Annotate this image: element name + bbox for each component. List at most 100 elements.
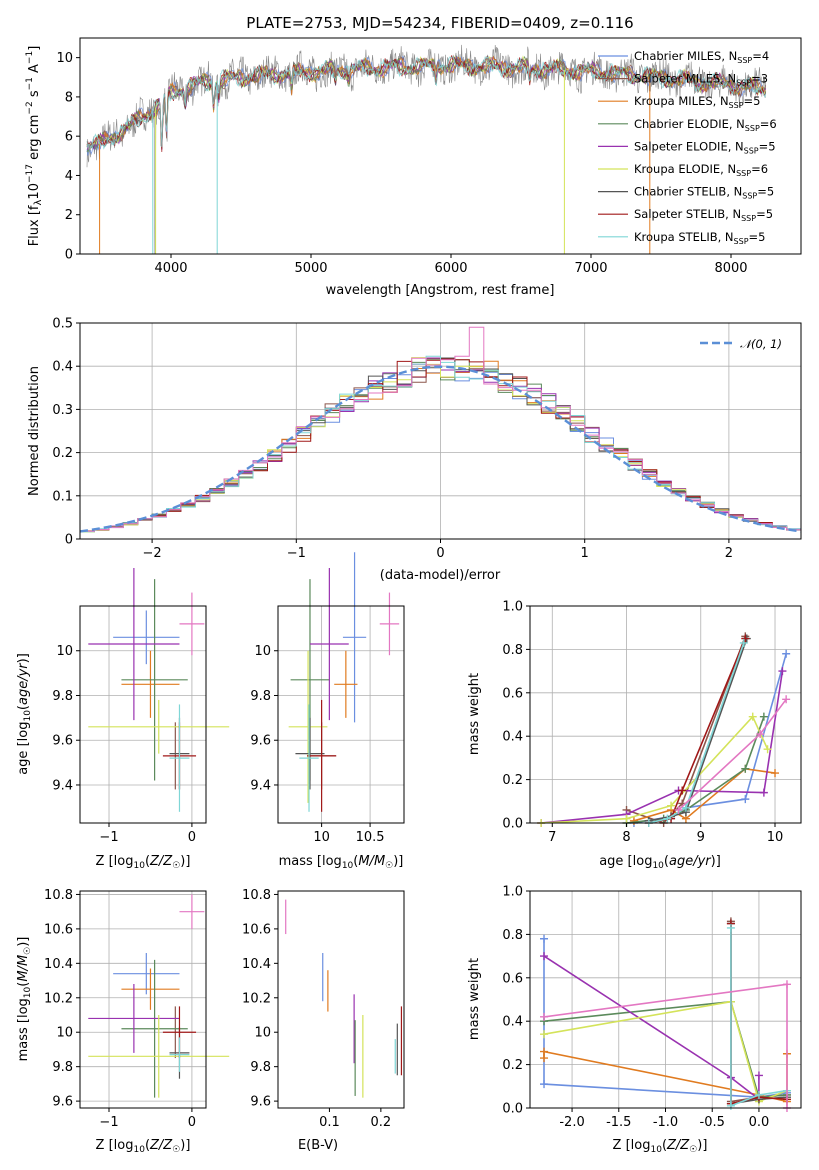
weight-marker-kroupa_stelib <box>726 923 735 932</box>
y-tick-label: 9.8 <box>250 1060 271 1075</box>
y-tick-label: 0.6 <box>502 686 523 701</box>
weight-line-salpeter_miles <box>626 636 747 824</box>
legend-entry-salpeter_stelib: Salpeter STELIB, NSSP=5 <box>634 207 773 223</box>
weight-marker-kroupa_stelib <box>739 638 748 647</box>
ebv-vs-mass-panel: E(B-V) 0.1 0.2 9.6 9.8 10 10.2 10.4 10.6 10.8 <box>242 888 405 1153</box>
x-tick-label: 7 <box>548 830 556 845</box>
residuals-ylabel: Normed distribution <box>27 366 42 496</box>
age-vs-weight-panel: age [log10(age/yr)] mass weight 7 8 9 10 0.0… <box>467 600 802 871</box>
y-tick-label: 10.2 <box>242 991 271 1006</box>
y-tick-label: 9.6 <box>250 1095 271 1110</box>
x-tick-label: -0.5 <box>700 1115 725 1130</box>
y-tick-label: 10.4 <box>44 957 73 972</box>
axes-frame <box>79 605 207 824</box>
x-tick-label: 0 <box>188 830 196 845</box>
weight-marker-chabrier_elodie <box>759 712 768 721</box>
z-vs-age-xlabel: Z [log10(Z/Z☉)] <box>96 854 191 871</box>
weight-line-chabrier_stelib <box>648 638 748 822</box>
legend-entry-kroupa_miles: Kroupa MILES, NSSP=5 <box>634 94 760 110</box>
age-vs-weight-xlabel: age [log10(age/yr)] <box>599 854 721 871</box>
weight-marker-salpeter_stelib <box>741 634 750 643</box>
y-tick-label: 0 <box>65 533 73 548</box>
weight-marker-kroupa_stelib <box>681 803 690 812</box>
legend-entry-normal: 𝒩(0, 1) <box>740 337 782 351</box>
z-vs-age-panel: Z [log10(Z/Z☉)] age [log10(age/yr)] −1 0 9… <box>16 567 230 871</box>
y-tick-label: 10.6 <box>44 922 73 937</box>
y-tick-label: 2 <box>65 208 73 223</box>
weight-marker-chabrier_elodie <box>741 764 750 773</box>
x-tick-label: 8 <box>622 830 630 845</box>
spectrum-panel: PLATE=2753, MJD=54234, FIBERID=0409, z=0… <box>25 14 802 298</box>
y-tick-label: 10 <box>254 1026 271 1041</box>
spectrum-ylabel: Flux [fλ10−17 erg cm−2 s−1 A−1] <box>25 46 44 247</box>
y-tick-label: 0.2 <box>502 773 523 788</box>
y-tick-label: 10.8 <box>44 888 73 903</box>
x-tick-label: 0.0 <box>749 1115 770 1130</box>
y-tick-label: 1.0 <box>502 600 523 615</box>
y-tick-label: 10 <box>56 1026 73 1041</box>
weight-marker-chabrier_miles <box>782 649 791 658</box>
z-vs-mass-panel: Z [log10(Z/Z☉)] mass [log10(M/M☉)] −1 0 9.… <box>16 888 230 1155</box>
y-tick-label: 6 <box>65 130 73 145</box>
weight-line-kroupa_elodie <box>541 715 769 824</box>
weight-line-kroupa_elodie <box>543 1000 788 1103</box>
y-tick-label: 8 <box>65 90 73 105</box>
z-vs-mass-xlabel: Z [log10(Z/Z☉)] <box>96 1138 191 1155</box>
normal-curve-line <box>79 365 802 533</box>
z-vs-mass-ylabel: mass [log10(M/M☉)] <box>16 937 33 1062</box>
y-tick-label: 10 <box>56 644 73 659</box>
weight-line-kroupa_stelib <box>648 642 745 824</box>
y-tick-label: 9.6 <box>250 734 271 749</box>
y-tick-label: 0.4 <box>502 730 523 745</box>
histogram-kroupa_elodie <box>80 357 801 533</box>
x-tick-label: 0 <box>436 546 444 561</box>
x-tick-label: 1 <box>581 546 589 561</box>
weight-marker-kroupa_elodie <box>622 814 631 823</box>
weight-marker-salpeter_elodie <box>759 788 768 797</box>
weight-marker-extra_pink <box>674 805 683 814</box>
y-tick-label: 10.4 <box>242 957 271 972</box>
x-tick-label: 7000 <box>574 261 607 276</box>
x-tick-label: 9 <box>697 830 705 845</box>
x-tick-label: 10 <box>313 830 330 845</box>
x-tick-label: -1.5 <box>606 1115 631 1130</box>
x-tick-label: 5000 <box>294 261 327 276</box>
weight-marker-kroupa_miles <box>540 1047 549 1056</box>
age-vs-weight-ylabel: mass weight <box>467 673 482 755</box>
axes-frame <box>277 605 405 824</box>
x-tick-label: 8000 <box>714 261 747 276</box>
legend-entry-chabrier_stelib: Chabrier STELIB, NSSP=5 <box>634 185 774 201</box>
spectrum-xlabel: wavelength [Angstrom, rest frame] <box>326 283 555 298</box>
x-tick-label: 10.5 <box>356 830 385 845</box>
y-tick-label: 1.0 <box>502 885 523 900</box>
weight-marker-extra_pink <box>782 980 791 989</box>
x-tick-label: -2.0 <box>559 1115 584 1130</box>
y-tick-label: 0.8 <box>502 928 523 943</box>
y-tick-label: 9.4 <box>52 778 73 793</box>
y-tick-label: 9.4 <box>250 778 271 793</box>
weight-marker-kroupa_elodie <box>667 801 676 810</box>
weight-marker-salpeter_elodie <box>540 952 549 961</box>
weight-line-kroupa_miles <box>633 767 776 822</box>
x-tick-label: -1.0 <box>653 1115 678 1130</box>
x-tick-label: 0.1 <box>319 1115 340 1130</box>
weight-marker-salpeter_elodie <box>778 667 787 676</box>
z-vs-weight-ylabel: mass weight <box>467 958 482 1040</box>
y-tick-label: 10.6 <box>242 922 271 937</box>
y-tick-label: 0.0 <box>502 1102 523 1117</box>
z-vs-age-ylabel: age [log10(age/yr)] <box>16 653 33 775</box>
y-tick-label: 10 <box>254 644 271 659</box>
x-tick-label: 2 <box>725 546 733 561</box>
axes-frame <box>79 890 207 1109</box>
x-tick-label: −1 <box>287 546 306 561</box>
legend-entry-salpeter_elodie: Salpeter ELODIE, NSSP=5 <box>634 139 776 155</box>
weight-marker-kroupa_miles <box>771 769 780 778</box>
weight-marker-kroupa_elodie <box>763 745 772 754</box>
residuals-panel: (data-model)/error Normed distribution −… <box>27 317 802 583</box>
z-vs-weight-xlabel: Z [log10(Z/Z☉)] <box>613 1138 708 1155</box>
legend-entry-kroupa_stelib: Kroupa STELIB, NSSP=5 <box>634 230 765 246</box>
x-tick-label: 0 <box>188 1115 196 1130</box>
model-spectrum-kroupa_stelib <box>86 55 767 150</box>
mass-vs-age-xlabel: mass [log10(M/M☉)] <box>279 854 404 871</box>
